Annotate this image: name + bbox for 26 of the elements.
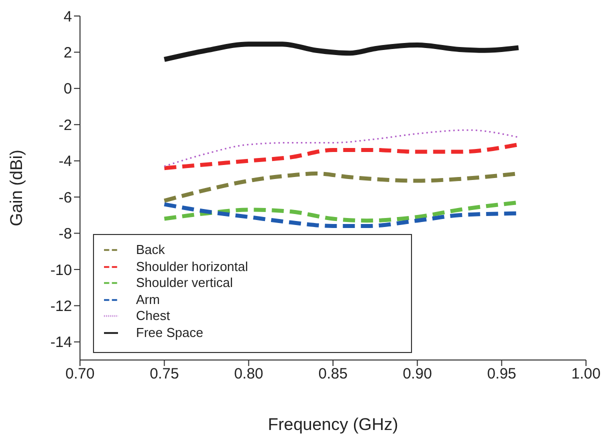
- x-tick-label: 0.85: [318, 366, 348, 383]
- y-tick-label: -10: [50, 262, 72, 279]
- legend-label: Chest: [136, 308, 170, 323]
- y-tick-label: -14: [50, 334, 72, 352]
- y-tick-label: -8: [58, 226, 72, 243]
- x-tick-label: 0.90: [402, 366, 432, 383]
- y-tick-label: 0: [64, 80, 72, 98]
- legend-label: Shoulder horizontal: [136, 258, 248, 274]
- legend-label: Arm: [136, 292, 160, 306]
- x-tick-label: 1.00: [571, 366, 601, 383]
- y-tick-label: -12: [50, 298, 72, 316]
- y-tick-label: -4: [58, 153, 72, 170]
- legend-label: Back: [136, 242, 165, 257]
- x-tick-label: 0.75: [150, 366, 179, 383]
- legend-label: Shoulder vertical: [136, 275, 233, 290]
- x-tick-label: 0.70: [65, 366, 95, 383]
- legend-label: Free Space: [136, 324, 204, 340]
- y-tick-label: 4: [64, 8, 72, 26]
- x-tick-label: 0.95: [487, 366, 516, 383]
- y-tick-label: -2: [58, 116, 72, 134]
- y-tick-label: -6: [58, 189, 72, 206]
- x-axis-title: Frequency (GHz): [268, 415, 398, 434]
- line-series: [164, 129, 520, 168]
- y-axis-title: Gain (dBi): [7, 150, 26, 226]
- y-tick-label: 2: [64, 44, 72, 62]
- x-tick-label: 0.80: [234, 366, 264, 383]
